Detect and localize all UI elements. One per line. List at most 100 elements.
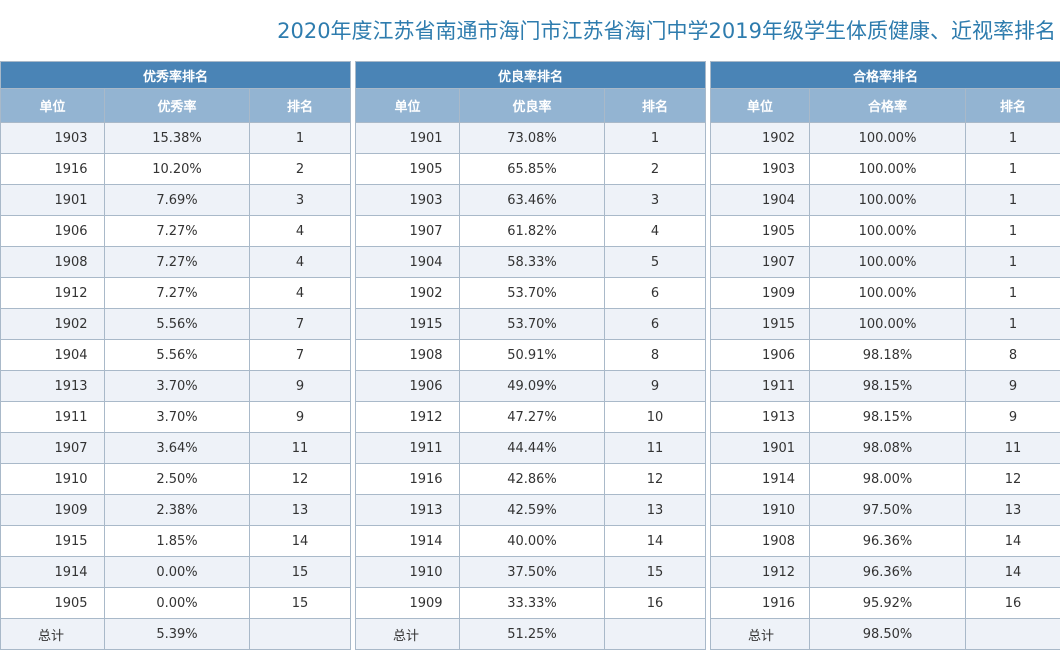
rank-cell: 3 <box>248 184 352 216</box>
rate-cell: 7.27% <box>104 277 250 309</box>
table-row: 1901 98.08% 11 <box>710 432 1060 464</box>
unit-cell: 1902 <box>710 122 810 154</box>
rate-cell: 53.70% <box>459 308 605 340</box>
rate-cell: 73.08% <box>459 122 605 154</box>
column-header-rate: 合格率 <box>809 88 966 123</box>
unit-cell: 1908 <box>0 246 105 278</box>
table-row: 1915 1.85% 14 <box>0 525 352 557</box>
rate-cell: 98.15% <box>809 370 966 402</box>
rate-cell: 47.27% <box>459 401 605 433</box>
rate-cell: 63.46% <box>459 184 605 216</box>
unit-cell: 1905 <box>355 153 460 185</box>
table-header-row: 单位 优秀率 排名 <box>0 88 352 123</box>
unit-cell: 1903 <box>710 153 810 185</box>
table-row: 1915 53.70% 6 <box>355 308 707 340</box>
rate-cell: 7.27% <box>104 215 250 247</box>
rank-cell: 15 <box>603 556 707 588</box>
table-row: 1908 7.27% 4 <box>0 246 352 278</box>
good-rate-table: 优良率排名 单位 优良率 排名 1901 73.08% 1 1905 65.85% 2 1903 63… <box>354 61 707 650</box>
rank-cell: 13 <box>603 494 707 526</box>
rate-cell: 2.38% <box>104 494 250 526</box>
table-header-row: 单位 优良率 排名 <box>355 88 707 123</box>
unit-cell: 1910 <box>0 463 105 495</box>
unit-cell: 1905 <box>710 215 810 247</box>
rate-cell: 0.00% <box>104 587 250 619</box>
unit-cell: 1911 <box>355 432 460 464</box>
table-row: 1916 42.86% 12 <box>355 463 707 495</box>
unit-cell: 1901 <box>0 184 105 216</box>
page-title: 2020年度江苏省南通市海门市江苏省海门中学2019年级学生体质健康、近视率排名 <box>277 19 1056 43</box>
unit-cell: 1916 <box>0 153 105 185</box>
table-row: 1909 100.00% 1 <box>710 277 1060 309</box>
unit-cell: 1910 <box>710 494 810 526</box>
rank-cell: 10 <box>603 401 707 433</box>
rank-cell: 1 <box>964 122 1060 154</box>
table-row: 1911 98.15% 9 <box>710 370 1060 402</box>
rank-cell: 16 <box>603 587 707 619</box>
rate-cell: 100.00% <box>809 215 966 247</box>
unit-cell: 1904 <box>710 184 810 216</box>
unit-cell: 1902 <box>355 277 460 309</box>
column-header-rank: 排名 <box>248 88 352 123</box>
rate-cell: 40.00% <box>459 525 605 557</box>
rate-cell: 7.69% <box>104 184 250 216</box>
rate-cell: 53.70% <box>459 277 605 309</box>
rate-cell: 1.85% <box>104 525 250 557</box>
rate-cell: 97.50% <box>809 494 966 526</box>
table-caption: 合格率排名 <box>709 61 1060 89</box>
rate-cell: 42.59% <box>459 494 605 526</box>
rank-cell: 6 <box>603 277 707 309</box>
rate-cell: 42.86% <box>459 463 605 495</box>
table-row: 1913 42.59% 13 <box>355 494 707 526</box>
rank-cell: 13 <box>248 494 352 526</box>
rank-cell: 1 <box>603 122 707 154</box>
rate-cell: 98.18% <box>809 339 966 371</box>
table-row: 1909 33.33% 16 <box>355 587 707 619</box>
rate-cell: 10.20% <box>104 153 250 185</box>
total-rank <box>248 618 352 650</box>
rank-cell: 13 <box>964 494 1060 526</box>
table-row: 1903 63.46% 3 <box>355 184 707 216</box>
total-rank <box>603 618 707 650</box>
rank-cell: 15 <box>248 587 352 619</box>
rank-cell: 3 <box>603 184 707 216</box>
table-row: 1910 97.50% 13 <box>710 494 1060 526</box>
total-label: 总计 <box>355 618 460 650</box>
rate-cell: 96.36% <box>809 556 966 588</box>
unit-cell: 1907 <box>710 246 810 278</box>
table-row: 1911 44.44% 11 <box>355 432 707 464</box>
unit-cell: 1907 <box>0 432 105 464</box>
unit-cell: 1910 <box>355 556 460 588</box>
column-header-unit: 单位 <box>0 88 105 123</box>
rate-cell: 5.56% <box>104 339 250 371</box>
unit-cell: 1909 <box>710 277 810 309</box>
excellent-rate-table: 优秀率排名 单位 优秀率 排名 1903 15.38% 1 1916 10.20% 2 1901 7.… <box>0 61 352 650</box>
column-header-rank: 排名 <box>964 88 1060 123</box>
rate-cell: 49.09% <box>459 370 605 402</box>
table-row: 1912 96.36% 14 <box>710 556 1060 588</box>
rate-cell: 98.00% <box>809 463 966 495</box>
rank-cell: 7 <box>248 308 352 340</box>
unit-cell: 1907 <box>355 215 460 247</box>
unit-cell: 1913 <box>0 370 105 402</box>
rank-cell: 9 <box>603 370 707 402</box>
rate-cell: 3.70% <box>104 401 250 433</box>
table-row: 1906 49.09% 9 <box>355 370 707 402</box>
unit-cell: 1903 <box>0 122 105 154</box>
table-row: 1901 7.69% 3 <box>0 184 352 216</box>
unit-cell: 1902 <box>0 308 105 340</box>
rank-cell: 14 <box>248 525 352 557</box>
unit-cell: 1916 <box>355 463 460 495</box>
total-rate: 98.50% <box>809 618 966 650</box>
rate-cell: 100.00% <box>809 153 966 185</box>
unit-cell: 1905 <box>0 587 105 619</box>
rank-cell: 1 <box>964 308 1060 340</box>
unit-cell: 1913 <box>710 401 810 433</box>
rate-cell: 61.82% <box>459 215 605 247</box>
table-caption-row: 优良率排名 <box>354 61 707 89</box>
unit-cell: 1911 <box>710 370 810 402</box>
table-row: 1914 98.00% 12 <box>710 463 1060 495</box>
rank-cell: 9 <box>248 401 352 433</box>
table-row: 1904 100.00% 1 <box>710 184 1060 216</box>
